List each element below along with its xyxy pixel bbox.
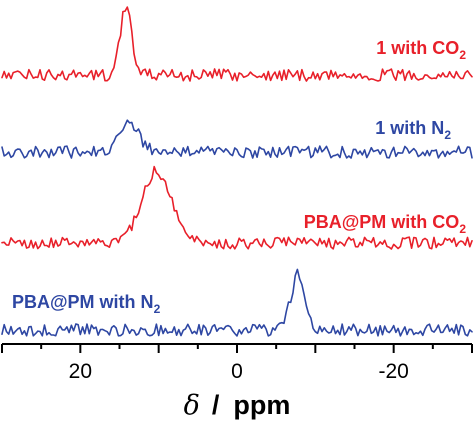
series-label-1-n2-text: 1 with N (375, 118, 444, 138)
series-label-pba-co2-subscript: 2 (459, 222, 466, 236)
series-label-pba-n2-text: PBA@PM with N (12, 292, 154, 312)
series-label-1-co2-text: 1 with CO (376, 38, 459, 58)
x-axis-title: δ / ppm (184, 390, 291, 421)
spectrum-trace-1 (1, 6, 473, 82)
series-label-pba-co2: PBA@PM with CO2 (304, 212, 467, 236)
x-axis-title-separator: / (212, 390, 220, 420)
x-tick-label: 0 (231, 360, 243, 383)
series-label-1-n2-subscript: 2 (444, 128, 451, 142)
series-label-pba-n2: PBA@PM with N2 (12, 292, 161, 316)
series-label-1-n2: 1 with N2 (375, 118, 451, 142)
x-tick-label: 20 (69, 360, 92, 383)
x-axis-title-unit: ppm (233, 390, 290, 420)
series-label-pba-n2-subscript: 2 (154, 302, 161, 316)
spectrum-trace-3 (1, 165, 473, 250)
x-tick-label: -20 (378, 360, 408, 383)
x-axis-ticks: 20 0 -20 (1, 344, 473, 383)
spectra-traces (1, 6, 473, 337)
series-label-pba-co2-text: PBA@PM with CO (304, 212, 460, 232)
series-label-1-co2: 1 with CO2 (376, 38, 466, 62)
spectrum-trace-4 (1, 268, 473, 337)
spectrum-trace-2 (1, 119, 473, 159)
x-axis-title-symbol: δ (184, 390, 200, 421)
series-label-1-co2-subscript: 2 (459, 48, 466, 62)
